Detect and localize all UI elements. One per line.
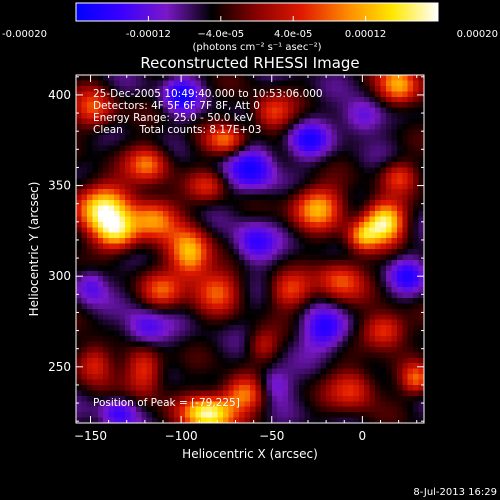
x-tick-label: −100	[165, 429, 198, 443]
colorbar-unit-label: (photons cm⁻² s⁻¹ asec⁻²)	[192, 42, 321, 53]
y-axis-ticks: 250 300 350 400	[48, 76, 424, 422]
y-tick-label: 300	[48, 269, 71, 283]
colorbar-tick-label: −4.0e-05	[197, 29, 244, 40]
colorbar-tick-label: -0.00012	[126, 29, 171, 40]
annotation-energy-range: Energy Range: 25.0 - 50.0 keV	[93, 112, 254, 124]
image-annotations: 25-Dec-2005 10:49:40.000 to 10:53:06.000…	[93, 88, 323, 409]
plot-frame	[75, 74, 425, 424]
annotation-time-range: 25-Dec-2005 10:49:40.000 to 10:53:06.000	[93, 88, 323, 100]
colorbar-tick-label: 0.00020	[457, 29, 498, 40]
peak-position-label: Position of Peak = [-79,225]	[93, 397, 240, 409]
x-tick-label: −150	[74, 429, 107, 443]
colorbar-tick-label: 0.00012	[345, 29, 386, 40]
y-tick-label: 350	[48, 179, 71, 193]
y-axis-label: Heliocentric Y (arcsec)	[27, 182, 41, 317]
heatmap-image	[76, 75, 424, 423]
annotation-clean-counts: Clean Total counts: 8.17E+03	[93, 124, 262, 136]
footer-date: 8-Jul-2013 16:29	[413, 487, 497, 498]
colorbar-ticks: -0.00020 -0.00012 −4.0e-05 4.0e-05 0.00012 0.…	[2, 16, 498, 40]
y-tick-label: 400	[48, 88, 71, 102]
colorbar-tick-label: 4.0e-05	[274, 29, 312, 40]
x-axis-label: Heliocentric X (arcsec)	[182, 447, 318, 461]
heatmap-area	[76, 75, 424, 423]
x-tick-label: 0	[359, 429, 367, 443]
x-tick-label: −50	[259, 429, 284, 443]
colorbar: -0.00020 -0.00012 −4.0e-05 4.0e-05 0.00012 0.…	[2, 2, 498, 53]
chart-title: Reconstructed RHESSI Image	[140, 54, 359, 72]
colorbar-tick-label: -0.00020	[2, 29, 47, 40]
colorbar-gradient	[75, 2, 439, 22]
annotation-detectors: Detectors: 4F 5F 6F 7F 8F, Att 0	[93, 100, 260, 112]
x-axis-ticks: −150 −100 −50 0	[74, 75, 418, 443]
y-tick-label: 250	[48, 360, 71, 374]
